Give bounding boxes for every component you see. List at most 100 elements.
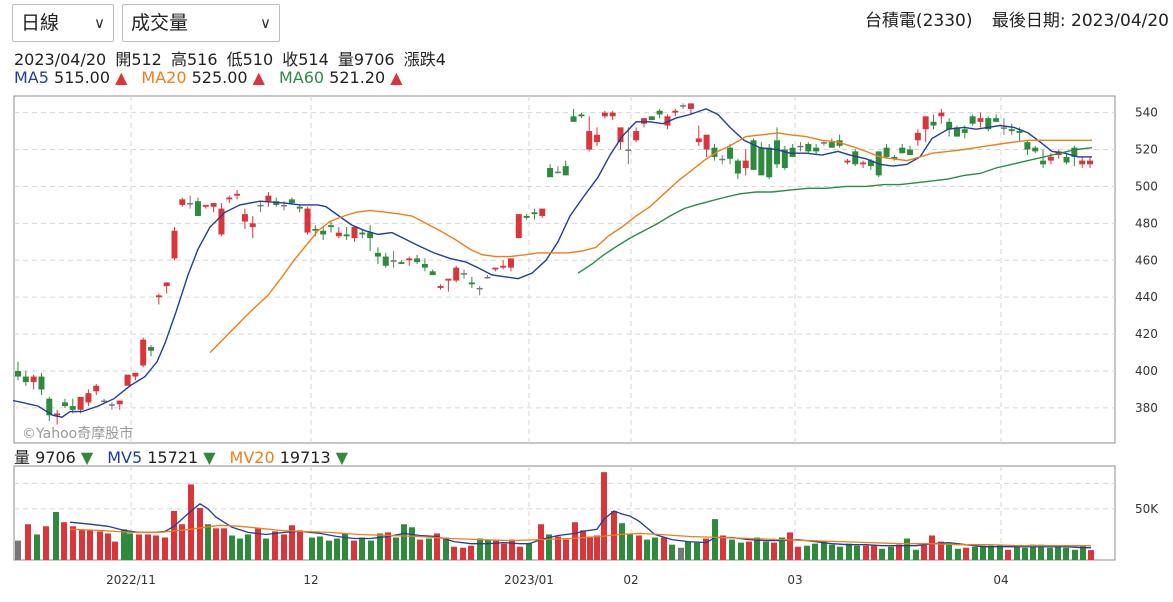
indicator-select[interactable]: 成交量 ∨ xyxy=(122,4,280,42)
candle-body xyxy=(852,151,859,165)
candle-body xyxy=(327,225,334,228)
candle-body xyxy=(523,215,530,218)
volume-bar xyxy=(342,533,348,560)
candle-body xyxy=(382,256,389,266)
volume-bar xyxy=(644,539,650,560)
volume-bar xyxy=(197,507,203,560)
candle-body xyxy=(758,147,765,176)
ohlc-high: 高516 xyxy=(170,50,218,69)
volume-legend-value: 19713 xyxy=(274,448,336,467)
candle-body xyxy=(547,167,554,178)
candle-body xyxy=(108,404,115,406)
volume-bar xyxy=(297,530,303,560)
volume-bar xyxy=(1022,547,1028,560)
period-select[interactable]: 日線 ∨ xyxy=(12,4,114,42)
volume-bar xyxy=(738,542,744,560)
candle-body xyxy=(15,371,21,377)
volume-bar xyxy=(468,545,474,560)
volume-bar xyxy=(1038,544,1044,560)
volume-bar xyxy=(1055,545,1061,560)
price-legend-ma20: MA20 525.00 ▲ xyxy=(141,68,265,87)
volume-bar xyxy=(105,533,111,560)
volume-bar xyxy=(393,537,399,560)
candle-body xyxy=(414,258,421,263)
volume-bar xyxy=(501,543,507,560)
volume-bar xyxy=(526,543,532,560)
x-tick-label: 12 xyxy=(303,573,318,587)
volume-legend-value: 9706 xyxy=(30,448,81,467)
volume-bar xyxy=(871,545,877,560)
volume-bar xyxy=(351,540,357,560)
candle-body xyxy=(85,393,92,403)
candle-body xyxy=(562,166,569,176)
volume-bar xyxy=(121,529,127,560)
volume-bar xyxy=(929,535,935,560)
price-panel-frame xyxy=(13,95,1116,444)
candle-body xyxy=(703,134,710,150)
candle-body xyxy=(609,112,616,117)
volume-bar xyxy=(754,537,760,560)
x-tick-label: 02 xyxy=(623,573,638,587)
candle-body xyxy=(265,195,272,202)
candle-body xyxy=(406,258,413,261)
volume-bar xyxy=(493,540,499,560)
candle-body xyxy=(680,105,687,107)
volume-bar xyxy=(555,536,561,560)
candle-body xyxy=(492,267,499,270)
volume-bar xyxy=(334,538,340,560)
volume-bar xyxy=(417,539,423,560)
candle-body xyxy=(813,147,820,152)
volume-bar xyxy=(720,535,726,560)
volume-bar xyxy=(43,526,49,560)
volume-bar xyxy=(517,546,523,560)
volume-bar xyxy=(712,519,718,560)
candle-body xyxy=(1087,160,1093,165)
candle-body xyxy=(531,212,538,215)
volume-bar xyxy=(652,537,658,560)
mv-line-mv5 xyxy=(69,503,1091,549)
volume-legend: 量 9706 ▼ MV5 15721 ▼ MV20 19713 ▼ xyxy=(14,444,362,468)
up-arrow-icon: ▲ xyxy=(252,68,265,87)
volume-bar xyxy=(368,540,374,560)
volume-bar xyxy=(237,538,243,560)
volume-bar xyxy=(821,540,827,560)
price-legend-value: 525.00 xyxy=(186,68,253,87)
candle-body xyxy=(985,118,992,130)
volume-bar xyxy=(317,536,323,560)
volume-bar xyxy=(162,537,168,560)
volume-bar xyxy=(812,543,818,560)
volume-bar xyxy=(1063,547,1069,560)
candle-body xyxy=(969,116,976,124)
watermark-text: ©Yahoo奇摩股市 xyxy=(22,425,133,442)
price-legend-label: MA60 xyxy=(278,68,325,87)
candle-body xyxy=(359,232,366,235)
volume-bar xyxy=(171,510,177,560)
volume-bar xyxy=(289,525,295,560)
candle-body xyxy=(249,223,256,228)
chevron-down-icon: ∨ xyxy=(94,14,105,32)
volume-bar xyxy=(913,549,919,560)
price-tick-label: 520 xyxy=(1135,143,1158,157)
price-tick-label: 400 xyxy=(1135,364,1158,378)
x-tick-label: 2023/01 xyxy=(504,573,554,587)
volume-bar xyxy=(636,535,642,560)
volume-bar xyxy=(221,528,227,560)
candle-body xyxy=(1063,156,1070,163)
candle-body xyxy=(860,162,867,165)
volume-legend-mv5: MV5 15721 ▼ xyxy=(107,448,215,467)
candle-body xyxy=(163,282,170,287)
candle-body xyxy=(218,208,225,235)
candle-body xyxy=(734,160,741,174)
volume-bar xyxy=(205,524,211,560)
price-legend-label: MA5 xyxy=(14,68,49,87)
ohlc-open: 開512 xyxy=(115,50,162,69)
volume-bar xyxy=(1072,549,1078,560)
candle-body xyxy=(899,147,906,154)
candle-body xyxy=(304,208,311,233)
volume-bar xyxy=(729,539,735,560)
volume-bar xyxy=(309,537,315,560)
ohlc-volume: 量9706 xyxy=(337,50,395,69)
volume-bar xyxy=(685,541,691,560)
price-tick-label: 500 xyxy=(1135,179,1158,193)
